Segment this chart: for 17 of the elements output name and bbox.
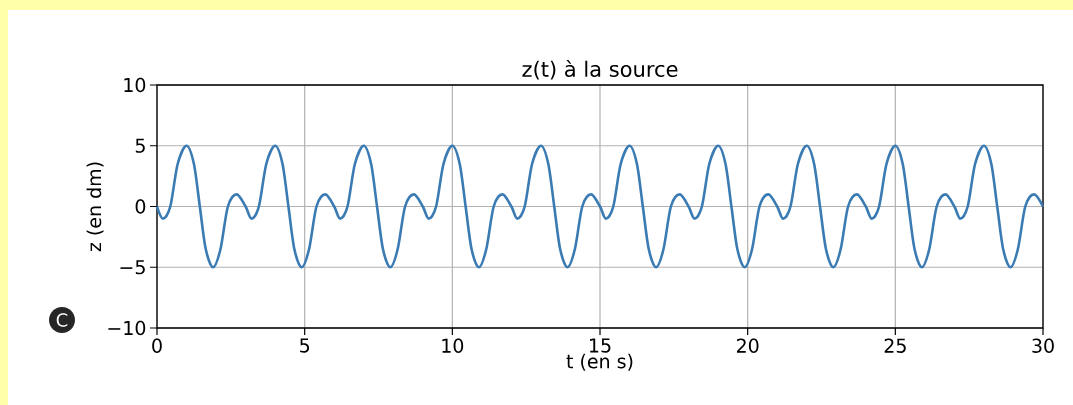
x-tick-label: 5 (300, 338, 310, 353)
text: C (56, 313, 68, 327)
x-tick-label: 15 (590, 338, 611, 353)
x-tick-label: 30 (1032, 338, 1054, 353)
y-tick-label: 10 (124, 77, 146, 93)
y-axis-title: z (en dm) (86, 162, 104, 252)
x-tick-label: 10 (442, 338, 464, 353)
line-series (155, 144, 1045, 269)
x-tick-label: 20 (736, 338, 759, 353)
y-tick-label: 5 (135, 138, 145, 153)
chart-title: z(t) à la source (522, 59, 678, 80)
y-tick-label: −5 (120, 260, 145, 275)
x-tick-label: 25 (884, 338, 906, 353)
x-axis-title: t (en s) (566, 353, 633, 371)
x-tick-label: 0 (152, 338, 162, 353)
y-tick-label: −10 (108, 320, 146, 336)
y-tick-label: 0 (135, 199, 146, 214)
